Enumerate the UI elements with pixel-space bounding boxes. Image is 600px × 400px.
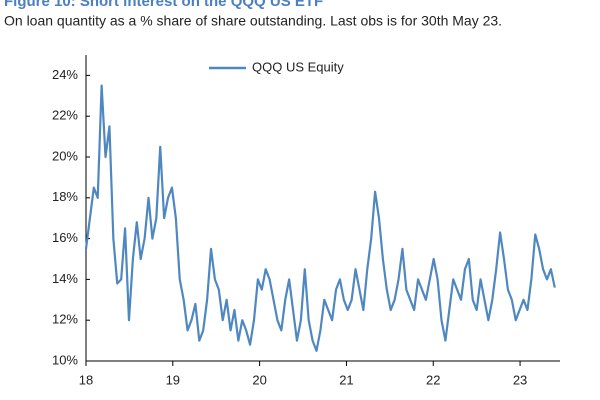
x-tick-label: 21 (339, 372, 353, 387)
legend-label: QQQ US Equity (252, 59, 344, 74)
y-tick-label: 18% (52, 189, 78, 204)
x-tick-label: 18 (79, 372, 93, 387)
y-tick-label: 14% (52, 271, 78, 286)
y-tick-label: 16% (52, 230, 78, 245)
y-tick-label: 20% (52, 148, 78, 163)
y-tick-label: 10% (52, 352, 78, 367)
x-tick-label: 22 (426, 372, 440, 387)
x-tick-label: 19 (166, 372, 180, 387)
x-tick-label: 20 (252, 372, 266, 387)
y-tick-label: 22% (52, 108, 78, 123)
y-tick-label: 12% (52, 312, 78, 327)
y-tick-label: 24% (52, 67, 78, 82)
x-tick-label: 23 (513, 372, 527, 387)
chart-title: Figure 10: Short interest on the QQQ US … (4, 0, 323, 10)
data-line (84, 84, 556, 352)
chart-subtitle: On loan quantity as a % share of share o… (4, 13, 502, 29)
